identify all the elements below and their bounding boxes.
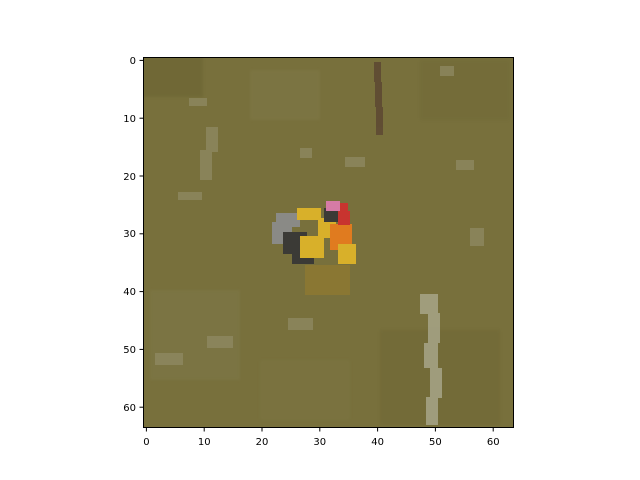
x-tick-label: 30	[313, 437, 326, 448]
y-tick-label: 10	[123, 114, 136, 125]
y-tick-label: 50	[123, 345, 136, 356]
x-tick-label: 50	[429, 437, 442, 448]
reed-stick	[374, 62, 383, 135]
image-frame	[143, 57, 514, 428]
y-tick-label: 20	[123, 172, 136, 183]
light-ripple	[420, 294, 442, 425]
x-tick-label: 10	[198, 437, 211, 448]
duck-reflection	[305, 265, 350, 295]
pixel-image	[143, 57, 514, 428]
duck	[272, 201, 356, 264]
y-tick-label: 40	[123, 287, 136, 298]
y-tick-label: 30	[123, 229, 136, 240]
x-tick-label: 40	[371, 437, 384, 448]
x-tick-label: 0	[143, 437, 149, 448]
x-tick-label: 20	[256, 437, 269, 448]
x-axis	[145, 427, 494, 432]
y-tick-label: 60	[123, 403, 136, 414]
x-tick-labels: 0 10 20 30 40 50 60	[143, 437, 499, 448]
y-tick-label: 0	[130, 56, 136, 67]
y-axis	[139, 59, 144, 408]
x-tick-label: 60	[487, 437, 500, 448]
y-tick-labels: 0 10 20 30 40 50 60	[123, 56, 136, 414]
water-ripples	[155, 66, 484, 365]
